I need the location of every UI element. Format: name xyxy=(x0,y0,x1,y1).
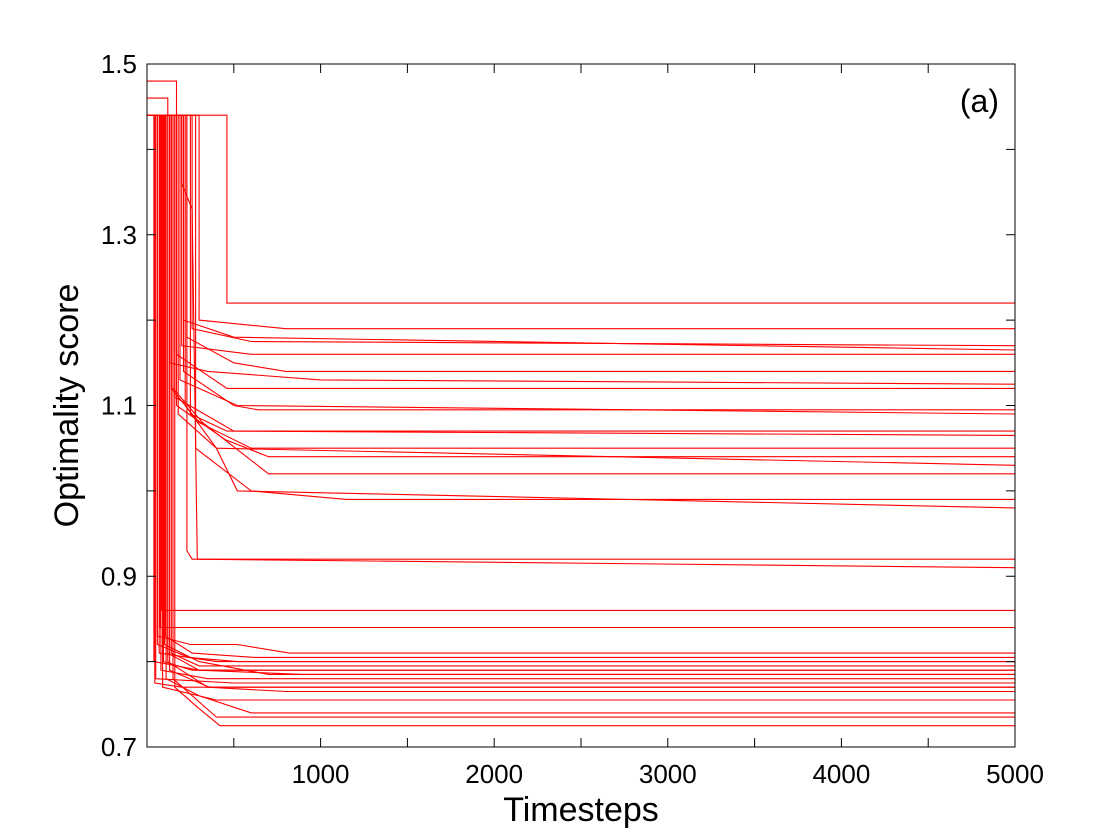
series-line-19 xyxy=(147,114,1015,658)
series-line-24 xyxy=(147,114,1015,475)
series-line-5 xyxy=(147,114,1015,675)
series-line-35 xyxy=(147,114,1015,355)
series-line-8 xyxy=(147,114,1015,701)
series-line-9 xyxy=(147,114,1015,714)
y-tick-label: 1.1 xyxy=(101,391,137,421)
y-tick-label: 0.7 xyxy=(101,732,137,762)
series-line-34 xyxy=(147,114,1015,372)
series-line-36 xyxy=(147,114,1016,351)
series-line-3 xyxy=(147,114,1015,680)
series-line-37 xyxy=(147,114,1016,347)
y-axis: 0.7 0.9 1.1 1.3 1.5 xyxy=(101,49,1015,762)
series-line-12 xyxy=(147,114,1015,688)
series-line-7 xyxy=(147,114,1015,693)
y-axis-label: Optimality score xyxy=(48,284,86,528)
series-line-6 xyxy=(147,114,1015,684)
y-tick-label: 1.5 xyxy=(101,49,137,79)
series-line-17 xyxy=(147,97,1015,675)
series-line-27 xyxy=(147,114,1015,449)
series-line-13 xyxy=(147,114,1015,667)
x-tick-label: 5000 xyxy=(986,759,1044,789)
series-line-20 xyxy=(147,114,1015,688)
series-line-10 xyxy=(147,114,1015,718)
x-tick-label: 4000 xyxy=(812,759,870,789)
series-line-18 xyxy=(147,114,1015,671)
series-line-2 xyxy=(147,114,1015,671)
series-line-30 xyxy=(147,114,1016,415)
series-line-38 xyxy=(147,114,1015,330)
y-tick-label: 0.9 xyxy=(101,561,137,591)
series-line-15 xyxy=(147,114,1015,611)
series-line-26 xyxy=(147,80,1015,458)
x-axis-label: Timesteps xyxy=(503,791,659,829)
series-line-1 xyxy=(147,114,1015,654)
series-line-40 xyxy=(147,114,1015,500)
series-group xyxy=(147,80,1016,727)
series-line-39 xyxy=(147,114,1015,304)
y-tick-label: 1.3 xyxy=(101,220,137,250)
x-axis: 1000 2000 3000 4000 5000 xyxy=(233,64,1044,789)
x-tick-label: 3000 xyxy=(639,759,697,789)
series-line-11 xyxy=(147,114,1015,727)
x-tick-label: 1000 xyxy=(292,759,350,789)
series-line-28 xyxy=(147,114,1016,436)
series-line-21 xyxy=(147,114,1015,560)
panel-label: (a) xyxy=(960,83,999,119)
x-tick-label: 2000 xyxy=(465,759,523,789)
series-line-31 xyxy=(147,114,1015,411)
